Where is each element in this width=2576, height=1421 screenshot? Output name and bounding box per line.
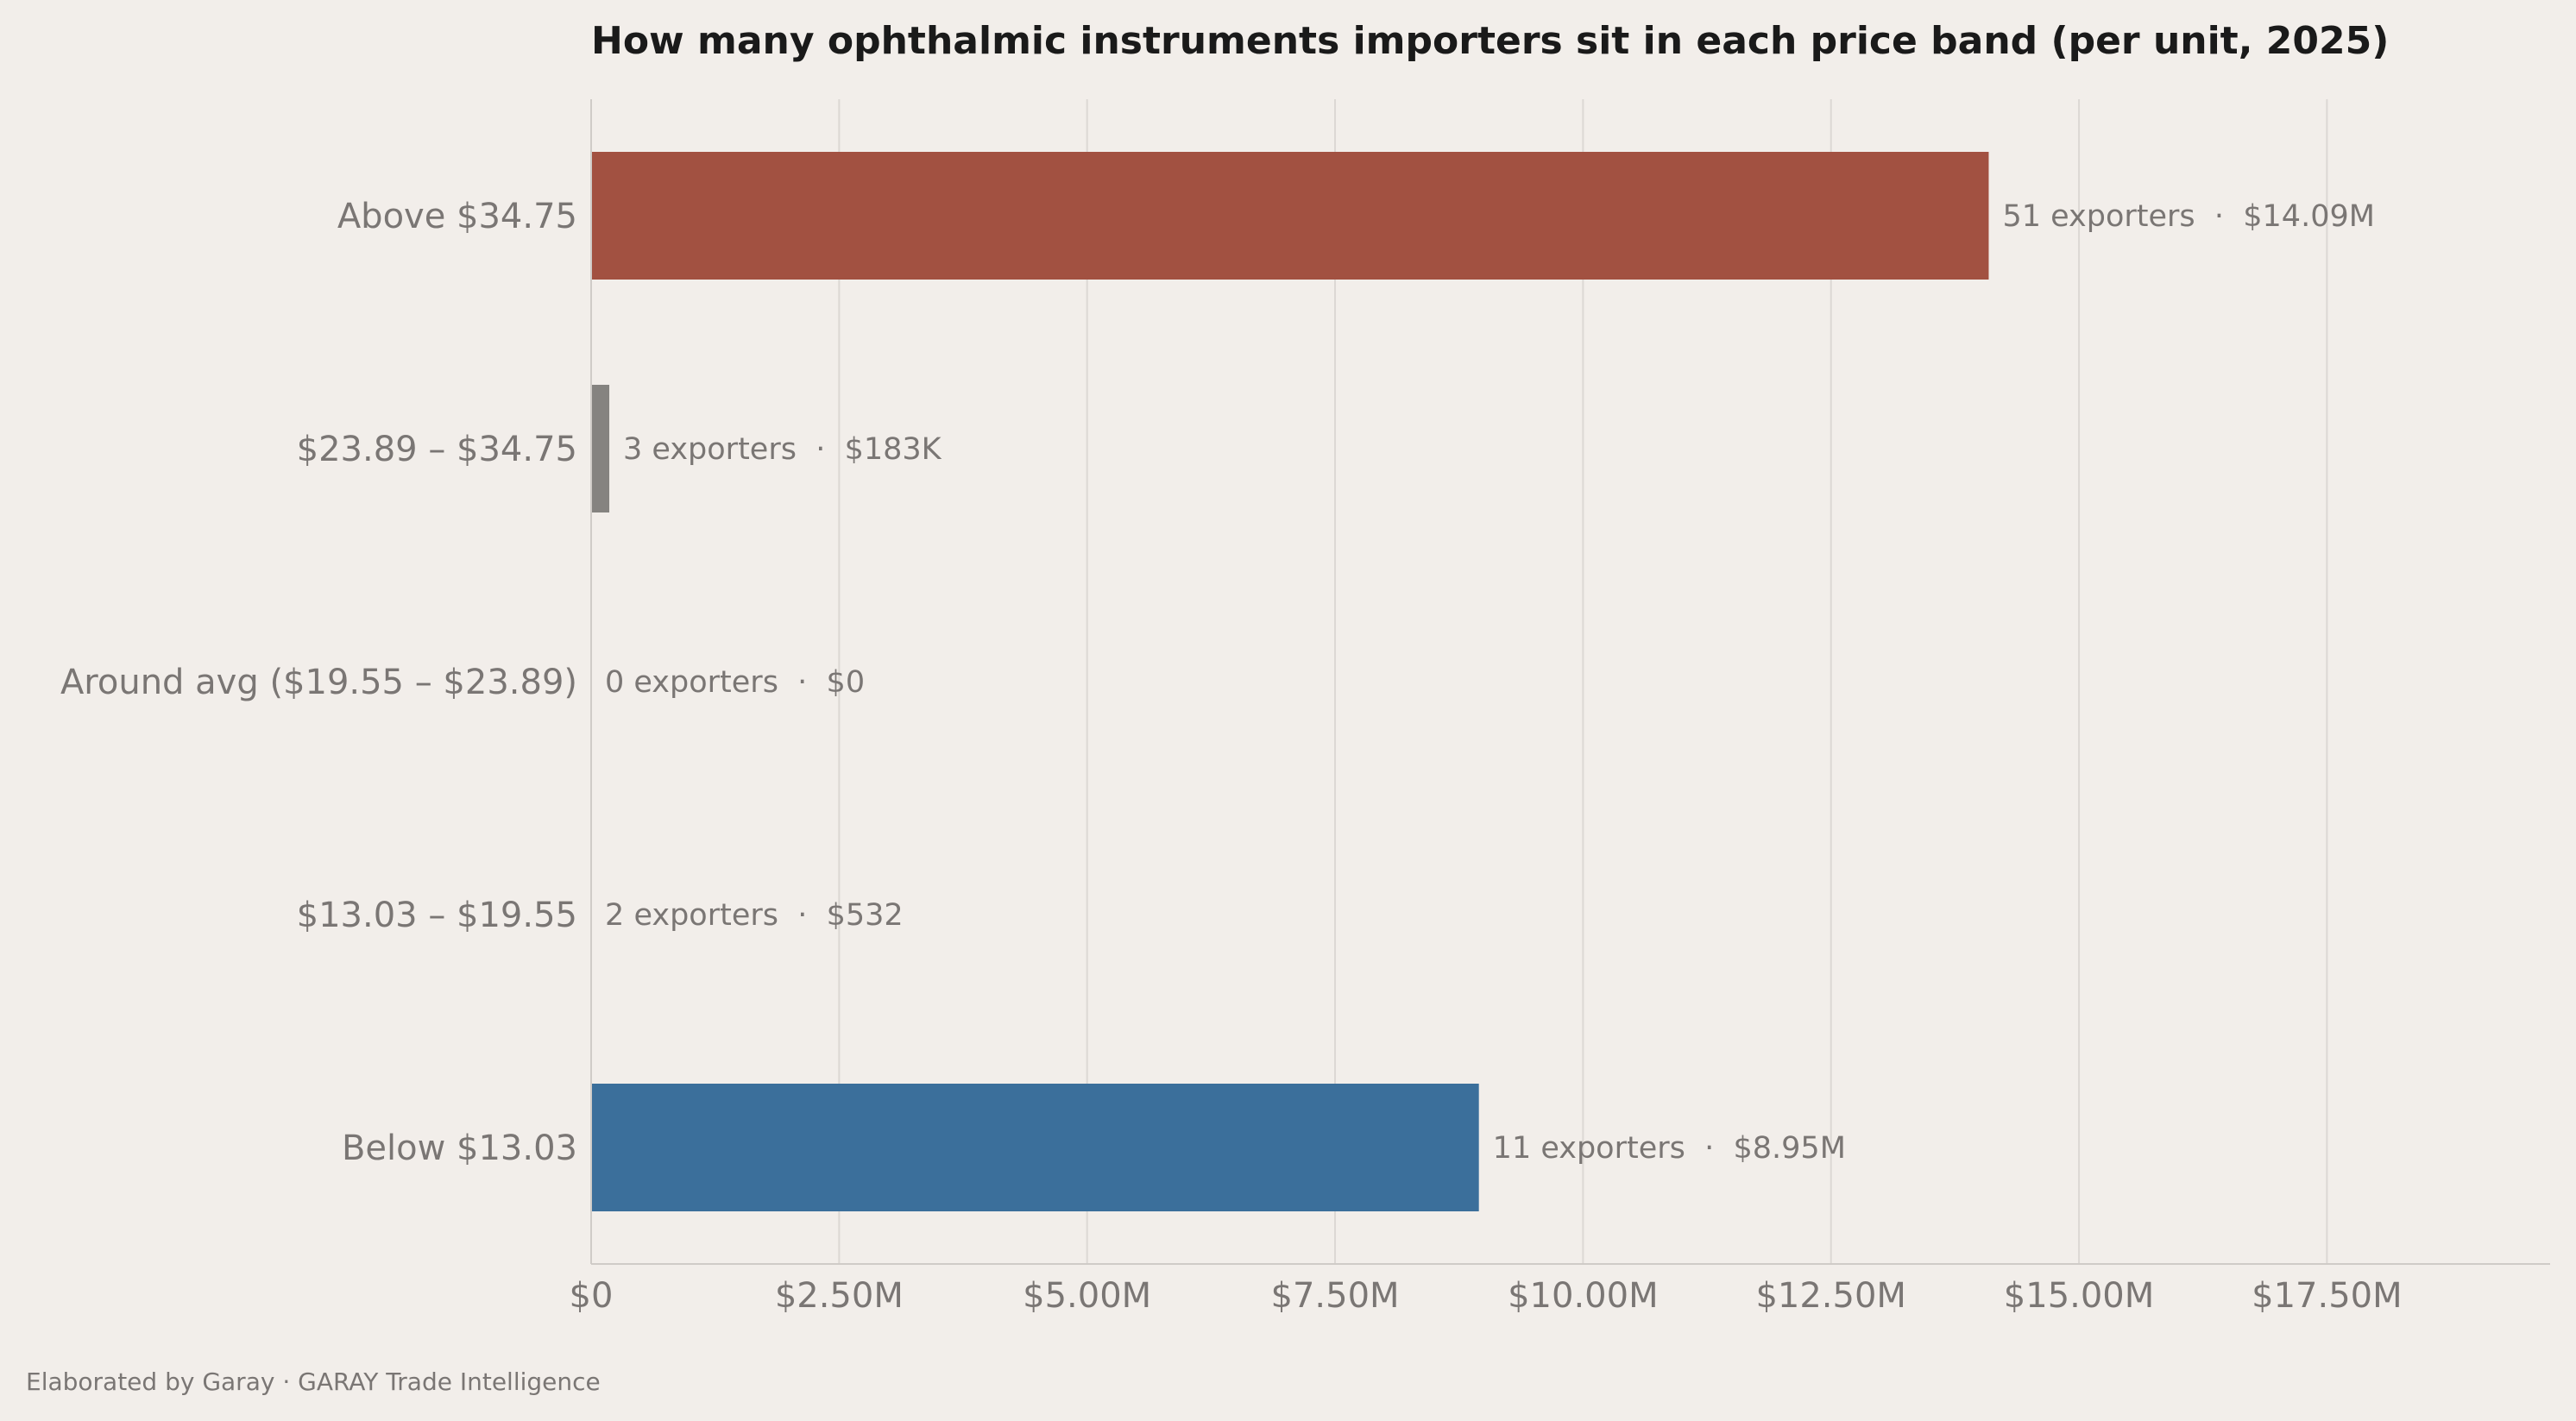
chart-title: How many ophthalmic instruments importer… <box>591 19 2389 63</box>
data-label-2: 0 exporters · $0 <box>605 665 865 700</box>
x-tick-label-6: $15.00M <box>2004 1276 2154 1316</box>
gridlines <box>590 99 2328 1264</box>
data-label-3: 2 exporters · $532 <box>605 898 904 933</box>
x-tick-label-1: $2.50M <box>775 1276 904 1316</box>
data-label-4: 11 exporters · $8.95M <box>1493 1131 1846 1166</box>
x-tick-label-7: $17.50M <box>2252 1276 2402 1316</box>
bar-0 <box>591 152 1989 280</box>
category-label-0: Above $34.75 <box>337 197 577 236</box>
category-labels: Above $34.75 $23.89 – $34.75 Around avg ($… <box>60 197 577 1168</box>
category-label-4: Below $13.03 <box>342 1129 577 1168</box>
x-tick-label-4: $10.00M <box>1508 1276 1658 1316</box>
data-labels: 51 exporters · $14.09M 3 exporters · $183… <box>605 199 2375 1166</box>
bar-4 <box>591 1084 1479 1211</box>
data-label-1: 3 exporters · $183K <box>623 432 942 467</box>
category-label-3: $13.03 – $19.55 <box>297 896 577 935</box>
x-axis: $0 $2.50M $5.00M $7.50M $10.00M $12.50M $15.00… <box>570 99 2550 1316</box>
x-tick-label-0: $0 <box>570 1276 614 1316</box>
data-label-0: 51 exporters · $14.09M <box>2002 199 2374 234</box>
category-label-2: Around avg ($19.55 – $23.89) <box>60 663 577 702</box>
footer-credit: Elaborated by Garay · GARAY Trade Intell… <box>26 1368 601 1396</box>
category-label-1: $23.89 – $34.75 <box>297 430 577 469</box>
x-tick-label-3: $7.50M <box>1271 1276 1400 1316</box>
x-tick-label-5: $12.50M <box>1755 1276 1905 1316</box>
bar-1 <box>591 385 610 512</box>
x-tick-label-2: $5.00M <box>1023 1276 1151 1316</box>
bars <box>591 152 1989 1211</box>
